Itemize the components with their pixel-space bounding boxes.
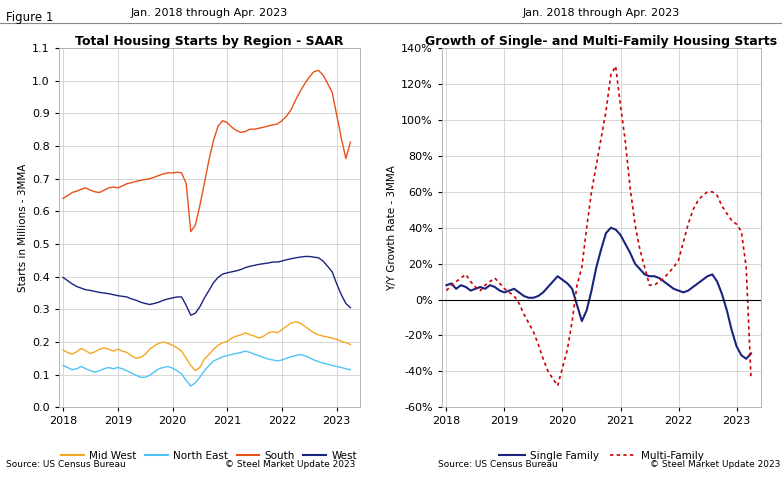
Text: Figure 1: Figure 1 <box>6 11 54 24</box>
Text: Source: US Census Bureau: Source: US Census Bureau <box>438 459 558 469</box>
Text: Jan. 2018 through Apr. 2023: Jan. 2018 through Apr. 2023 <box>522 8 680 18</box>
Legend: Single Family, Multi-Family: Single Family, Multi-Family <box>495 447 708 465</box>
Text: © Steel Market Update 2023: © Steel Market Update 2023 <box>225 459 356 469</box>
Title: Total Housing Starts by Region - SAAR: Total Housing Starts by Region - SAAR <box>75 35 343 48</box>
Legend: Mid West, North East, South, West: Mid West, North East, South, West <box>57 447 361 465</box>
Text: Jan. 2018 through Apr. 2023: Jan. 2018 through Apr. 2023 <box>131 8 288 18</box>
Y-axis label: Y/Y Growth Rate - 3MMA: Y/Y Growth Rate - 3MMA <box>387 165 397 291</box>
Text: © Steel Market Update 2023: © Steel Market Update 2023 <box>650 459 780 469</box>
Title: Growth of Single- and Multi-Family Housing Starts: Growth of Single- and Multi-Family Housi… <box>425 35 777 48</box>
Text: Source: US Census Bureau: Source: US Census Bureau <box>6 459 126 469</box>
Y-axis label: Starts in Millions - 3MMA: Starts in Millions - 3MMA <box>18 163 27 292</box>
